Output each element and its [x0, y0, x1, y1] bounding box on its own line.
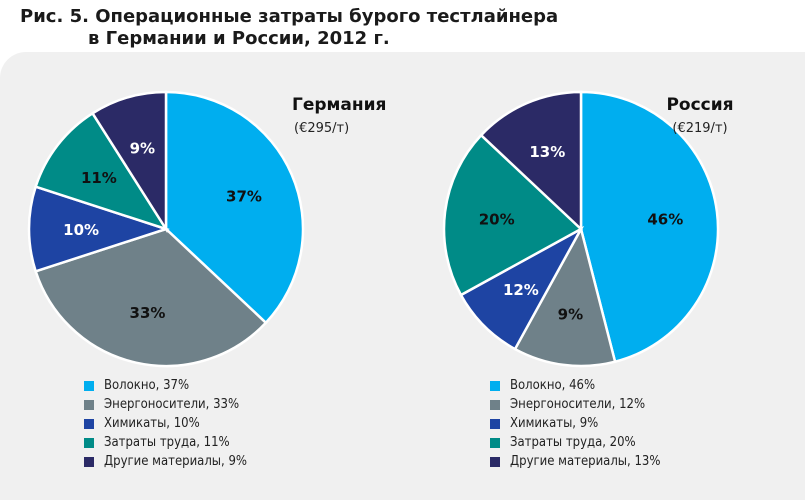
legend-swatch-labor [84, 437, 94, 448]
chart-title-germany: Германия [292, 95, 386, 115]
legend-item-russia-energy: Энергоносители, 12% [490, 395, 660, 414]
legend-swatch-chemicals [490, 418, 500, 429]
legend-item-germany-fiber: Волокно, 37% [84, 376, 247, 395]
chart-subtitle-russia: (€219/т) [672, 121, 727, 136]
legend-swatch-fiber [490, 380, 500, 391]
legend-germany: Волокно, 37% Энергоносители, 33% Химикаты,… [84, 376, 247, 471]
legend-swatch-other [84, 456, 94, 467]
legend-swatch-fiber [84, 380, 94, 391]
legend-label: Волокно, 37% [104, 378, 190, 393]
pie-slice-russia-other [479, 90, 583, 232]
legend-item-russia-fiber: Волокно, 46% [490, 376, 660, 395]
pie-label-germany-labor: 11% [81, 169, 117, 187]
pie-label-russia-energy: 9% [558, 305, 583, 323]
pie-label-germany-chemicals: 10% [63, 221, 99, 239]
chart-title-russia: Россия [666, 95, 733, 115]
chart-subtitle-germany: (€295/т) [294, 121, 349, 136]
legend-item-germany-energy: Энергоносители, 33% [84, 395, 247, 414]
legend-swatch-chemicals [84, 418, 94, 429]
pie-label-germany-other: 9% [130, 139, 155, 157]
pie-slice-germany-labor [34, 111, 169, 232]
legend-item-germany-other: Другие материалы, 9% [84, 452, 247, 471]
pie-label-germany-energy: 33% [130, 304, 166, 322]
pie-slice-germany-fiber [164, 90, 305, 325]
legend-item-germany-labor: Затраты труда, 11% [84, 433, 247, 452]
legend-label: Другие материалы, 13% [510, 454, 661, 469]
legend-label: Затраты труда, 11% [104, 435, 230, 450]
legend-label: Энергоносители, 33% [104, 397, 240, 412]
pie-label-russia-fiber: 46% [647, 210, 683, 228]
legend-label: Другие материалы, 9% [104, 454, 248, 469]
legend-item-germany-chemicals: Химикаты, 10% [84, 414, 247, 433]
pie-slice-russia-labor [442, 133, 584, 297]
legend-swatch-labor [490, 437, 500, 448]
pie-slice-germany-chemicals [27, 185, 171, 273]
pie-slice-russia-energy [513, 225, 617, 368]
legend-label: Энергоносители, 12% [510, 397, 646, 412]
legend-swatch-energy [490, 399, 500, 410]
legend-swatch-energy [84, 399, 94, 410]
legend-item-russia-other: Другие материалы, 13% [490, 452, 660, 471]
legend-russia: Волокно, 46% Энергоносители, 12% Химикаты,… [490, 376, 660, 471]
pie-label-russia-chemicals: 12% [503, 281, 539, 299]
figure-title-line-1: Рис. 5. Операционные затраты бурого тест… [20, 6, 559, 27]
pie-label-russia-labor: 20% [479, 210, 515, 228]
pie-slice-russia-fiber [579, 90, 720, 364]
pie-label-germany-fiber: 37% [226, 187, 262, 205]
legend-label: Волокно, 46% [510, 378, 596, 393]
pie-slice-germany-energy [34, 227, 268, 368]
legend-swatch-other [490, 456, 500, 467]
legend-item-russia-chemicals: Химикаты, 9% [490, 414, 660, 433]
legend-label: Затраты труда, 20% [510, 435, 636, 450]
figure-title-line-2: в Германии и России, 2012 г. [88, 28, 390, 49]
legend-label: Химикаты, 10% [104, 416, 200, 431]
legend-label: Химикаты, 9% [510, 416, 599, 431]
pie-slice-germany-other [90, 90, 168, 234]
legend-item-russia-labor: Затраты труда, 20% [490, 433, 660, 452]
figure-title: Рис. 5. Операционные затраты бурого тест… [20, 6, 558, 50]
pie-label-russia-other: 13% [529, 143, 565, 161]
